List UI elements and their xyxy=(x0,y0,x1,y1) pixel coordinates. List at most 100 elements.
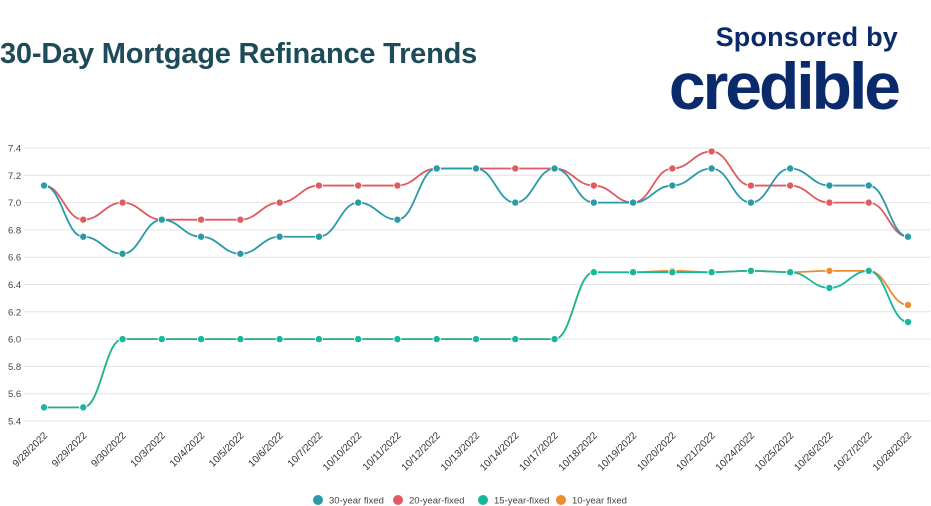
data-point[interactable] xyxy=(118,335,127,344)
legend-marker xyxy=(556,495,566,505)
data-point[interactable] xyxy=(118,249,127,258)
data-point[interactable] xyxy=(629,198,638,207)
y-tick-label: 7.2 xyxy=(8,171,21,182)
data-point[interactable] xyxy=(432,164,441,173)
data-point[interactable] xyxy=(40,403,49,412)
series-lines xyxy=(43,150,909,409)
data-point[interactable] xyxy=(589,268,598,277)
x-tick-label: 10/24/2022 xyxy=(714,430,757,473)
x-tick-label: 10/5/2022 xyxy=(207,430,247,470)
x-tick-label: 10/20/2022 xyxy=(635,430,678,473)
data-point[interactable] xyxy=(668,164,677,173)
y-tick-label: 5.4 xyxy=(8,417,21,428)
legend-label: 30-year fixed xyxy=(329,496,384,506)
data-point[interactable] xyxy=(118,198,127,207)
data-point[interactable] xyxy=(354,198,363,207)
data-point[interactable] xyxy=(864,181,873,190)
grid-lines xyxy=(24,147,930,422)
data-point[interactable] xyxy=(393,181,402,190)
y-axis-ticks: 5.4 5.6 5.8 6.0 6.2 6.4 6.6 6.8 7.0 7.2 7.4 xyxy=(8,144,21,428)
legend-label: 10-year fixed xyxy=(572,496,627,506)
data-point[interactable] xyxy=(314,181,323,190)
x-tick-label: 10/19/2022 xyxy=(596,430,639,473)
series-points xyxy=(40,147,913,412)
data-point[interactable] xyxy=(904,318,913,327)
data-point[interactable] xyxy=(236,335,245,344)
x-tick-label: 10/26/2022 xyxy=(792,430,835,473)
data-point[interactable] xyxy=(904,300,913,309)
data-point[interactable] xyxy=(864,266,873,275)
data-point[interactable] xyxy=(197,335,206,344)
data-point[interactable] xyxy=(864,198,873,207)
data-point[interactable] xyxy=(79,215,88,224)
data-point[interactable] xyxy=(79,232,88,241)
legend-marker xyxy=(313,495,323,505)
data-point[interactable] xyxy=(825,266,834,275)
data-point[interactable] xyxy=(786,181,795,190)
chart-title: 30-Day Mortgage Refinance Trends xyxy=(0,38,478,70)
data-point[interactable] xyxy=(197,215,206,224)
data-point[interactable] xyxy=(550,335,559,344)
data-point[interactable] xyxy=(471,164,480,173)
x-tick-label: 9/28/2022 xyxy=(11,430,51,470)
data-point[interactable] xyxy=(825,283,834,292)
data-point[interactable] xyxy=(40,181,49,190)
y-tick-label: 6.4 xyxy=(8,280,21,291)
legend: 30-year fixed 20-year-fixed 15-year-fixed 1… xyxy=(313,495,627,506)
data-point[interactable] xyxy=(511,198,520,207)
data-point[interactable] xyxy=(393,215,402,224)
x-tick-label: 10/6/2022 xyxy=(247,430,287,470)
data-point[interactable] xyxy=(511,164,520,173)
data-point[interactable] xyxy=(275,335,284,344)
y-tick-label: 6.6 xyxy=(8,253,21,264)
data-point[interactable] xyxy=(668,268,677,277)
x-tick-label: 9/29/2022 xyxy=(50,430,90,470)
data-point[interactable] xyxy=(589,181,598,190)
credible-logo[interactable]: credible xyxy=(668,49,901,123)
data-point[interactable] xyxy=(157,215,166,224)
data-point[interactable] xyxy=(589,198,598,207)
data-point[interactable] xyxy=(79,403,88,412)
data-point[interactable] xyxy=(197,232,206,241)
x-tick-label: 10/10/2022 xyxy=(321,430,364,473)
data-point[interactable] xyxy=(629,268,638,277)
legend-marker xyxy=(393,495,403,505)
data-point[interactable] xyxy=(746,266,755,275)
data-point[interactable] xyxy=(707,268,716,277)
data-point[interactable] xyxy=(275,232,284,241)
data-point[interactable] xyxy=(550,164,559,173)
data-point[interactable] xyxy=(354,181,363,190)
data-point[interactable] xyxy=(746,198,755,207)
data-point[interactable] xyxy=(707,147,716,156)
x-tick-label: 10/12/2022 xyxy=(400,430,443,473)
data-point[interactable] xyxy=(825,181,834,190)
x-tick-label: 10/13/2022 xyxy=(439,430,482,473)
data-point[interactable] xyxy=(511,335,520,344)
data-point[interactable] xyxy=(354,335,363,344)
data-point[interactable] xyxy=(786,268,795,277)
data-point[interactable] xyxy=(746,181,755,190)
data-point[interactable] xyxy=(157,335,166,344)
data-point[interactable] xyxy=(314,335,323,344)
data-point[interactable] xyxy=(236,249,245,258)
x-tick-label: 10/21/2022 xyxy=(675,430,718,473)
sponsor-block: Sponsored by credible xyxy=(668,22,901,123)
data-point[interactable] xyxy=(904,232,913,241)
x-tick-label: 10/27/2022 xyxy=(832,430,875,473)
x-axis-ticks: 9/28/2022 9/29/2022 9/30/2022 10/3/2022 10/4… xyxy=(11,430,915,473)
data-point[interactable] xyxy=(432,335,441,344)
data-point[interactable] xyxy=(314,232,323,241)
data-point[interactable] xyxy=(275,198,284,207)
data-point[interactable] xyxy=(786,164,795,173)
data-point[interactable] xyxy=(393,335,402,344)
data-point[interactable] xyxy=(236,215,245,224)
y-tick-label: 5.8 xyxy=(8,362,21,373)
data-point[interactable] xyxy=(707,164,716,173)
x-tick-label: 10/7/2022 xyxy=(286,430,326,470)
legend-marker xyxy=(478,495,488,505)
data-point[interactable] xyxy=(825,198,834,207)
x-tick-label: 10/17/2022 xyxy=(517,430,560,473)
data-point[interactable] xyxy=(471,335,480,344)
data-point[interactable] xyxy=(668,181,677,190)
y-tick-label: 6.0 xyxy=(8,335,21,346)
